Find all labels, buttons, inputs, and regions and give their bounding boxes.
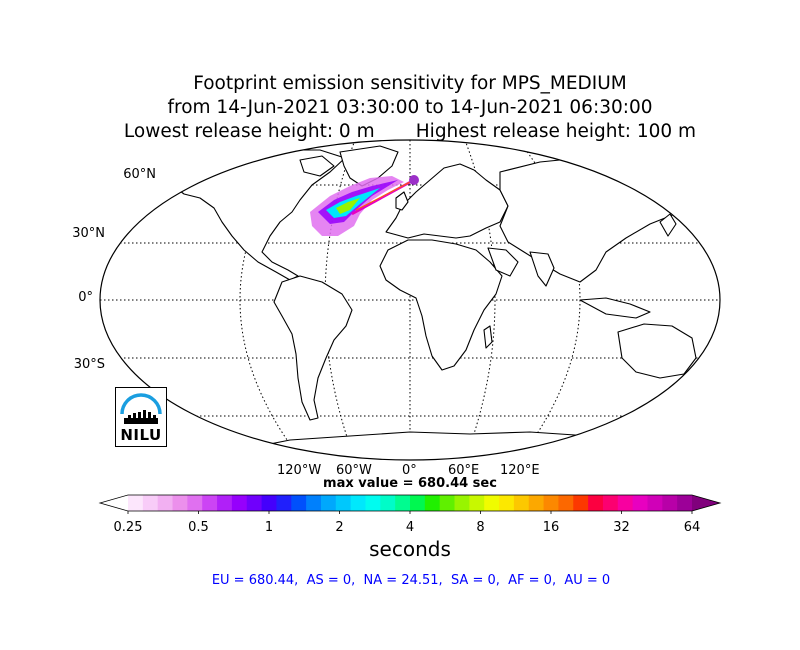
lon-label-60e: 60°E	[448, 463, 480, 478]
colorbar-segment	[291, 495, 307, 511]
region-summary: EU = 680.44, AS = 0, NA = 24.51, SA = 0,…	[211, 573, 611, 588]
colorbar-segment	[128, 495, 144, 511]
colorbar-tick-marks	[127, 511, 693, 514]
logo-graphic	[120, 393, 162, 424]
arabian-peninsula	[487, 247, 519, 277]
colorbar-segment	[528, 495, 544, 511]
continents	[167, 145, 709, 460]
colorbar-segment	[172, 495, 188, 511]
colorbar-tick-label: 32	[613, 520, 630, 535]
nilu-logo: NILU	[115, 387, 167, 447]
colorbar-segment	[543, 495, 559, 511]
baffin-island	[299, 155, 335, 177]
colorbar-segment	[513, 495, 530, 511]
colorbar-high-extension	[692, 495, 720, 511]
lon-label-0: 0°	[402, 463, 417, 478]
colorbar-segment	[187, 495, 203, 511]
colorbar-tick-label: 4	[405, 520, 415, 535]
australia	[617, 323, 697, 379]
africa	[379, 239, 503, 371]
madagascar	[483, 325, 493, 349]
colorbar-segment	[142, 495, 159, 511]
lat-label-30n: 30°N	[72, 226, 105, 241]
colorbar-segment	[306, 495, 322, 511]
plume-hot	[336, 198, 360, 214]
colorbar-segment	[276, 495, 292, 511]
colorbar-segment	[469, 495, 485, 511]
plume-trail-inner	[355, 179, 415, 211]
colorbar-segment	[573, 495, 589, 511]
max-value-label: max value = 680.44 sec	[323, 476, 497, 491]
colorbar-tick-label: 0.5	[188, 520, 209, 535]
colorbar-tick-label: 0.25	[113, 520, 143, 535]
colorbar-low-extension	[100, 495, 128, 511]
lon-label-120e: 120°E	[500, 463, 540, 478]
colorbar-segment	[395, 495, 411, 511]
colorbar-tick-label: 2	[335, 520, 344, 535]
colorbar-segment	[157, 495, 173, 511]
colorbar-segment	[617, 495, 634, 511]
colorbar-segment	[662, 495, 678, 511]
lon-label-120w: 120°W	[277, 463, 322, 478]
lat-label-60n: 60°N	[123, 167, 156, 182]
british-isles	[395, 191, 409, 211]
colorbar-segment	[217, 495, 233, 511]
footprint-plume	[310, 175, 419, 236]
colorbar-segment	[231, 495, 248, 511]
colorbar-segment	[677, 495, 693, 511]
colorbar-segment	[202, 495, 218, 511]
title-line-1: Footprint emission sensitivity for MPS_M…	[193, 73, 627, 94]
colorbar-segment	[647, 495, 663, 511]
lat-label-0: 0°	[78, 290, 93, 305]
colorbar-segment	[350, 495, 366, 511]
colorbar-units-label: seconds	[369, 537, 451, 561]
colorbar-segment	[499, 495, 515, 511]
logo-text: NILU	[120, 426, 162, 444]
japan	[659, 213, 677, 237]
colorbar-segment	[602, 495, 619, 511]
colorbar-tick-label: 16	[542, 520, 560, 535]
colorbar-segment	[320, 495, 337, 511]
colorbar-segment	[588, 495, 604, 511]
indonesia	[579, 297, 651, 319]
map-border	[99, 139, 721, 461]
colorbar-segment	[454, 495, 470, 511]
colorbar-tick-label: 1	[264, 520, 274, 535]
colorbar-segment	[439, 495, 455, 511]
colorbar-segments	[100, 495, 720, 511]
map-title: Footprint emission sensitivity for MPS_M…	[0, 72, 800, 144]
colorbar-segment	[380, 495, 396, 511]
colorbar-segment	[261, 495, 277, 511]
colorbar-segment	[484, 495, 500, 511]
colorbar-tick-label: 64	[683, 520, 701, 535]
colorbar-segment	[246, 495, 262, 511]
colorbar-segment	[558, 495, 574, 511]
south-america	[273, 275, 353, 421]
colorbar-segment	[424, 495, 441, 511]
lon-label-60w: 60°W	[336, 463, 372, 478]
colorbar-tick-label: 8	[476, 520, 485, 535]
title-line-3: Lowest release height: 0 m Highest relea…	[123, 121, 697, 142]
colorbar-segment	[335, 495, 352, 511]
north-america	[167, 149, 346, 281]
colorbar-segment	[365, 495, 381, 511]
release-site-marker	[409, 175, 419, 185]
colorbar-segment	[410, 495, 426, 511]
india	[529, 251, 555, 287]
title-line-2: from 14-Jun-2021 03:30:00 to 14-Jun-2021…	[167, 97, 653, 118]
lat-label-30s: 30°S	[73, 357, 105, 372]
colorbar-segment	[632, 495, 648, 511]
